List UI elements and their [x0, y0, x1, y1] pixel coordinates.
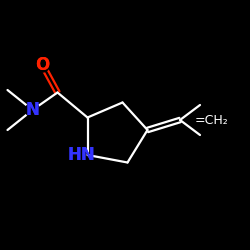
Text: N: N — [26, 101, 40, 119]
Text: N: N — [26, 101, 40, 119]
Text: HN: HN — [68, 146, 95, 164]
Circle shape — [36, 58, 50, 72]
Circle shape — [26, 103, 40, 117]
Text: O: O — [36, 56, 50, 74]
Text: =CH₂: =CH₂ — [194, 114, 228, 126]
Text: HN: HN — [68, 146, 95, 164]
Text: O: O — [36, 56, 50, 74]
